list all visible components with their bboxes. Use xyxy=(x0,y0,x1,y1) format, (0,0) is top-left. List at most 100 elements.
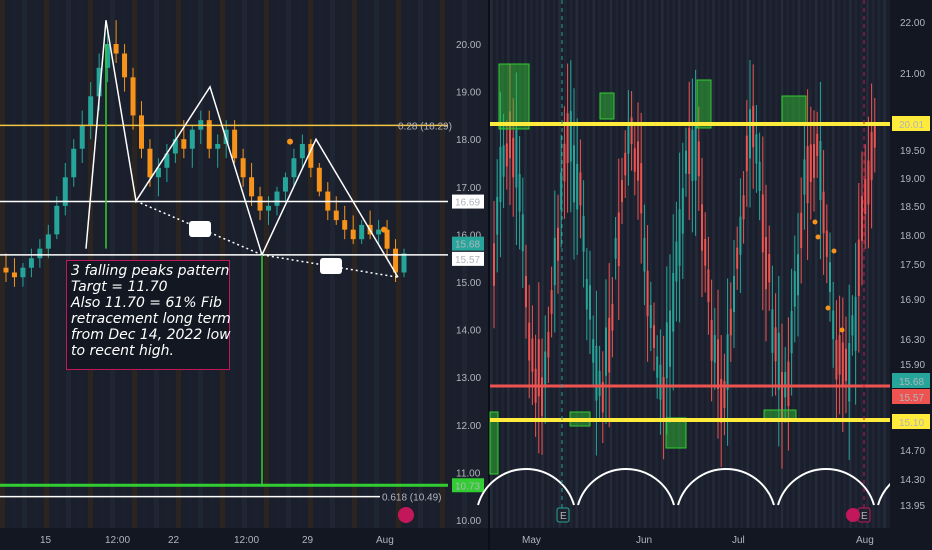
candle-body xyxy=(566,113,569,164)
candle-body xyxy=(181,139,187,149)
candle-body xyxy=(797,254,799,296)
session-band xyxy=(512,0,516,528)
session-band xyxy=(769,0,772,528)
candle-body xyxy=(541,377,543,417)
y-tick-label: 18.00 xyxy=(900,231,925,242)
candle-body xyxy=(232,129,238,159)
candle-body xyxy=(717,339,719,390)
candle-body xyxy=(621,180,623,203)
session-band xyxy=(385,0,390,528)
candle-body xyxy=(787,361,790,407)
session-band xyxy=(429,0,434,528)
earnings-event-label: E xyxy=(861,511,868,522)
price-tag: 15.68 xyxy=(455,240,480,251)
candle-body xyxy=(694,125,697,181)
candle-body xyxy=(138,115,144,149)
candle-body xyxy=(848,343,851,402)
candle-body xyxy=(688,127,691,174)
candle-body xyxy=(122,53,128,78)
session-band xyxy=(718,0,721,528)
y-tick-label: 21.00 xyxy=(900,69,925,80)
level-tag-bg xyxy=(452,251,484,266)
y-tick-label: 11.00 xyxy=(456,468,481,479)
session-band xyxy=(883,0,886,528)
candle-body xyxy=(662,377,665,419)
candle-body xyxy=(624,152,627,176)
candle-body xyxy=(752,105,755,148)
candle-body xyxy=(691,129,694,182)
candle-body xyxy=(291,158,297,178)
session-band xyxy=(44,0,49,528)
candle-body xyxy=(755,134,758,164)
session-band xyxy=(609,0,613,528)
candle-body xyxy=(573,145,575,203)
candle-body xyxy=(656,356,659,378)
candle-body xyxy=(749,109,751,159)
y-tick-label: 15.00 xyxy=(456,278,481,289)
session-band xyxy=(374,0,379,528)
candle-body xyxy=(350,229,356,240)
x-tick-label: 22 xyxy=(168,535,180,546)
level-tag-bg xyxy=(452,194,484,209)
candle-body xyxy=(189,129,195,149)
signal-dot xyxy=(287,138,293,145)
candle-body xyxy=(813,144,815,178)
session-band xyxy=(586,0,590,528)
candle-body xyxy=(646,270,649,317)
candle-body xyxy=(393,248,399,273)
level-tag: 15.57 xyxy=(899,393,924,404)
session-band xyxy=(518,0,521,528)
session-band xyxy=(866,0,869,528)
session-band xyxy=(558,0,561,528)
candle-body xyxy=(803,159,806,195)
candle-body xyxy=(790,311,793,354)
session-band xyxy=(535,0,539,528)
y-tick-label: 14.00 xyxy=(456,326,481,337)
candle-body xyxy=(672,272,675,332)
candle-body xyxy=(20,267,26,278)
candle-body xyxy=(637,141,639,181)
session-band xyxy=(231,0,236,528)
candle-body xyxy=(771,309,774,353)
candle-body xyxy=(54,205,60,235)
candle-body xyxy=(172,139,178,154)
session-band xyxy=(581,0,584,528)
candle-body xyxy=(761,194,764,253)
candle-body xyxy=(206,120,212,149)
session-band xyxy=(849,0,852,528)
session-band xyxy=(626,0,630,528)
session-band xyxy=(826,0,829,528)
candle-body xyxy=(592,339,595,363)
candle-body xyxy=(62,177,68,206)
session-band xyxy=(529,0,533,528)
candle-body xyxy=(147,148,153,178)
signal-dot xyxy=(839,327,845,333)
session-band xyxy=(632,0,635,528)
pivot-zone-box xyxy=(498,63,530,130)
candle-body xyxy=(704,238,707,266)
candle-body xyxy=(829,262,831,292)
x-tick-label: 12:00 xyxy=(234,535,259,546)
candle-body xyxy=(774,327,777,362)
session-band xyxy=(797,0,801,528)
candle-body xyxy=(164,153,170,168)
session-band xyxy=(275,0,280,528)
annotation-line: Also 11.70 = 61% Fib xyxy=(71,295,222,311)
y-tick-label: 14.30 xyxy=(900,475,925,486)
x-tick-label: Jul xyxy=(732,535,745,546)
candle-body xyxy=(710,320,713,361)
candle-body xyxy=(723,380,726,409)
y-tick-label: 16.00 xyxy=(456,230,481,241)
x-tick-label: 12:00 xyxy=(105,535,130,546)
trough-marker xyxy=(189,221,211,237)
fib-level-label: 0.28 (18.29) xyxy=(398,121,452,132)
session-band xyxy=(763,0,767,528)
session-band xyxy=(706,0,710,528)
session-band xyxy=(820,0,824,528)
session-band xyxy=(843,0,846,528)
signal-dot xyxy=(381,226,387,233)
session-band xyxy=(352,0,357,528)
candle-body xyxy=(512,137,515,178)
candle-body xyxy=(505,143,508,167)
session-band xyxy=(264,0,269,528)
